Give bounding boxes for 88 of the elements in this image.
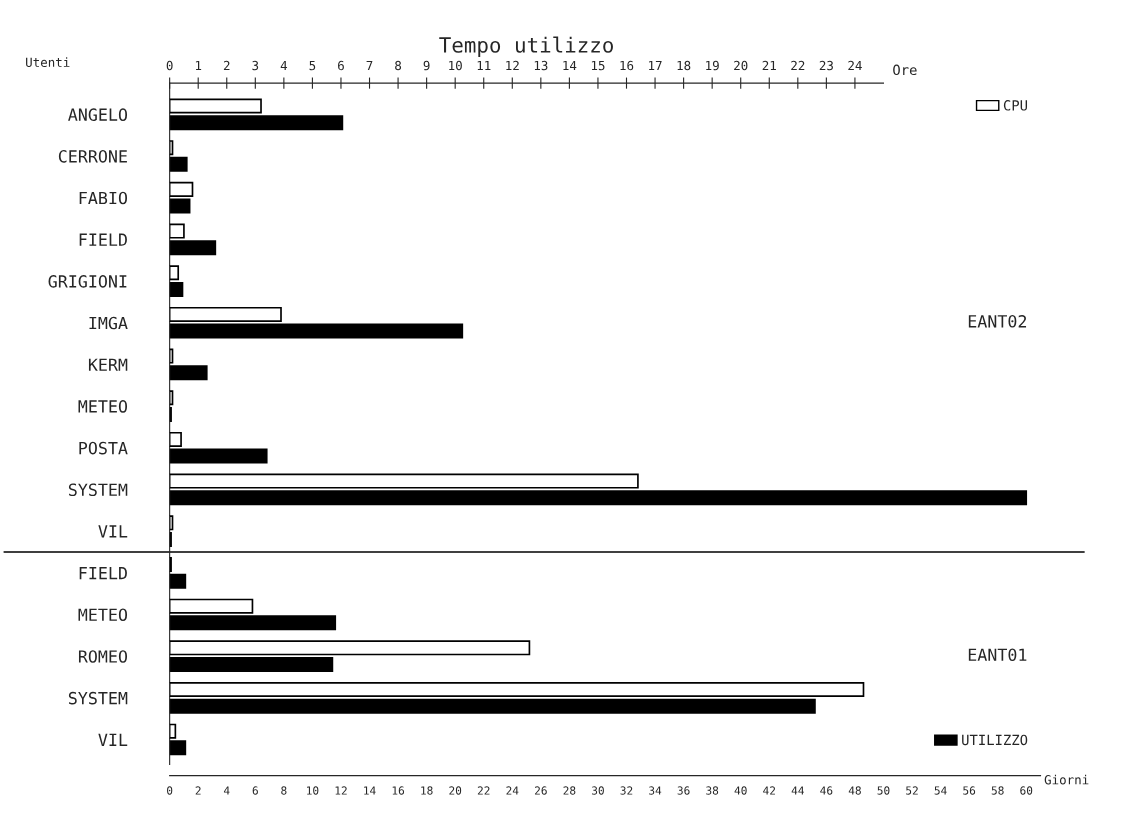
x-tick-label: 30 bbox=[592, 786, 604, 795]
x2-tick-label: 7 bbox=[366, 60, 373, 71]
x2-tick-label: 1 bbox=[195, 60, 202, 71]
bar bbox=[169, 698, 816, 714]
x-tick-label: 2 bbox=[195, 786, 201, 795]
bar bbox=[169, 656, 334, 672]
x2-tick-label: 0 bbox=[166, 60, 173, 71]
x-tick-label: 18 bbox=[421, 786, 433, 795]
x-tick-label: 48 bbox=[848, 786, 861, 795]
x-tick-label: 24 bbox=[506, 786, 519, 795]
x-tick-label: 12 bbox=[335, 786, 347, 795]
y-tick-label: ANGELO bbox=[68, 108, 128, 121]
y-tick-label: CERRONE bbox=[58, 150, 127, 163]
y-tick-label: METEO bbox=[78, 608, 128, 622]
x-tick-label: 60 bbox=[1020, 786, 1033, 795]
chart-title: Tempo utilizzo bbox=[439, 36, 613, 57]
bar bbox=[169, 281, 184, 297]
x-tick-label: 54 bbox=[934, 786, 947, 795]
x-tick-label: 58 bbox=[991, 786, 1004, 795]
y-tick-label: KERM bbox=[88, 358, 128, 371]
y-tick-label: IMGA bbox=[89, 316, 128, 330]
x2-tick-label: 4 bbox=[280, 60, 288, 71]
y-tick-label: SYSTEM bbox=[68, 691, 128, 705]
x2-tick-label: 20 bbox=[734, 60, 748, 71]
x2-tick-label: 23 bbox=[819, 60, 833, 71]
legend-label: CPU bbox=[1003, 100, 1028, 111]
x2-tick-label: 19 bbox=[706, 60, 719, 71]
x-tick-label: 46 bbox=[820, 786, 833, 795]
x2-tick-label: 14 bbox=[563, 60, 577, 71]
bar bbox=[169, 323, 464, 339]
y-tick-label: VIL bbox=[98, 733, 128, 746]
x-tick-label: 6 bbox=[252, 786, 258, 795]
x2-tick-label: 21 bbox=[762, 60, 776, 71]
x-tick-label: 22 bbox=[477, 786, 490, 795]
x-tick-label: 14 bbox=[364, 786, 376, 795]
annotation: EANT02 bbox=[968, 315, 1027, 328]
y-tick-label: FABIO bbox=[79, 191, 128, 205]
x2-tick-label: 22 bbox=[791, 60, 805, 71]
x-tick-label: 0 bbox=[167, 786, 173, 795]
bar bbox=[169, 573, 187, 589]
y-tick-label: ROMEO bbox=[78, 650, 128, 663]
x2-tick-label: 10 bbox=[449, 60, 462, 71]
x2-tick-label: 9 bbox=[423, 60, 430, 71]
y-tick-label: GRIGIONI bbox=[48, 275, 127, 288]
x2-tick-label: 8 bbox=[395, 60, 402, 71]
x2-tick-label: 3 bbox=[252, 60, 259, 71]
bar bbox=[169, 448, 268, 464]
x-tick-label: 26 bbox=[534, 786, 547, 795]
x2-tick-label: 15 bbox=[591, 60, 605, 71]
x-tick-label: 56 bbox=[963, 786, 976, 795]
x-tick-label: 28 bbox=[563, 786, 576, 795]
x2-tick-label: 2 bbox=[223, 60, 230, 71]
x2-tick-label: 18 bbox=[677, 60, 691, 71]
x-tick-label: 52 bbox=[906, 786, 918, 795]
legend-label: UTILIZZO bbox=[962, 734, 1028, 746]
x-tick-label: 50 bbox=[877, 786, 890, 795]
x-tick-label: 8 bbox=[281, 786, 287, 795]
x2-tick-label: 24 bbox=[848, 60, 862, 71]
x2-axis-title: Ore bbox=[893, 64, 917, 76]
y-tick-label: FIELD bbox=[79, 233, 127, 246]
y-tick-label: VIL bbox=[98, 525, 128, 538]
y-tick-label: METEO bbox=[78, 400, 128, 413]
x-tick-label: 32 bbox=[620, 786, 633, 795]
y-axis-title: Utenti bbox=[26, 57, 70, 68]
x-tick-label: 42 bbox=[763, 786, 776, 795]
x-tick-label: 38 bbox=[706, 786, 719, 795]
x2-tick-label: 16 bbox=[620, 60, 634, 71]
x2-tick-label: 12 bbox=[506, 60, 519, 71]
y-tick-label: SYSTEM bbox=[68, 483, 128, 497]
x-tick-label: 20 bbox=[449, 786, 462, 795]
bar bbox=[169, 198, 191, 214]
x-tick-label: 44 bbox=[791, 786, 804, 795]
x-axis-title: Giorni bbox=[1044, 774, 1089, 785]
annotation: EANT01 bbox=[968, 648, 1027, 662]
x2-tick-label: 6 bbox=[338, 60, 344, 71]
x-tick-label: 16 bbox=[392, 786, 405, 795]
x2-tick-label: 11 bbox=[477, 60, 491, 71]
x2-tick-label: 5 bbox=[309, 60, 316, 71]
x-tick-label: 4 bbox=[223, 786, 230, 795]
x-tick-label: 34 bbox=[649, 786, 662, 795]
x-tick-label: 10 bbox=[307, 786, 319, 795]
y-tick-label: FIELD bbox=[79, 567, 127, 580]
x2-tick-label: 13 bbox=[534, 60, 548, 71]
y-tick-label: POSTA bbox=[79, 441, 128, 455]
bar bbox=[169, 156, 188, 172]
x2-tick-label: 17 bbox=[649, 60, 662, 71]
x-tick-label: 40 bbox=[734, 786, 747, 795]
x-tick-label: 36 bbox=[677, 786, 690, 795]
